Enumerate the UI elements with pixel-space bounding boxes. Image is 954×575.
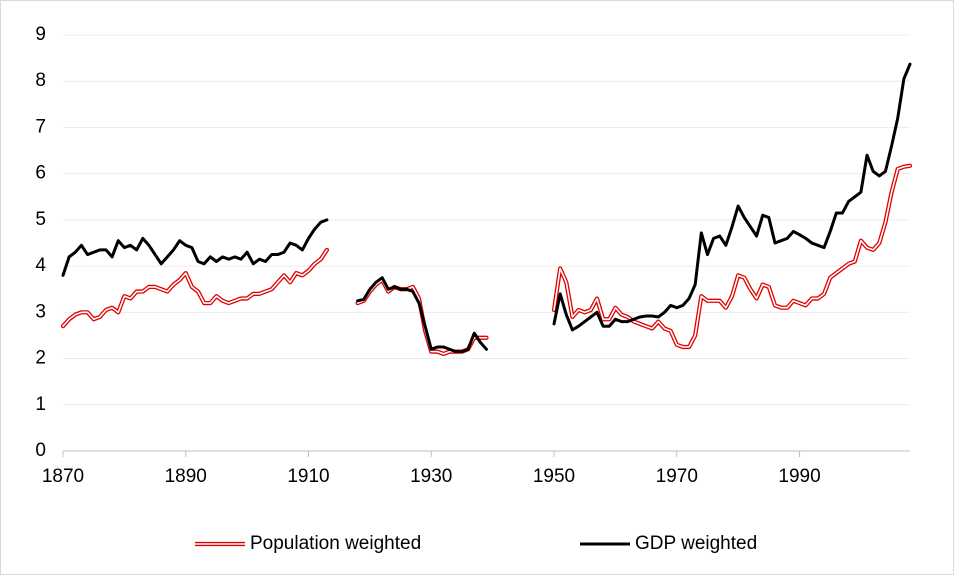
y-tick-label: 2 xyxy=(35,348,46,369)
x-tick-label: 1970 xyxy=(656,466,698,487)
y-tick-label: 7 xyxy=(35,116,46,137)
x-tick-label: 1890 xyxy=(165,466,207,487)
x-tick-label: 1930 xyxy=(410,466,452,487)
y-tick-label: 0 xyxy=(35,440,46,461)
legend-label: Population weighted xyxy=(250,533,421,554)
y-tick-label: 5 xyxy=(35,209,46,230)
x-tick-label: 1950 xyxy=(533,466,575,487)
x-tick-label: 1870 xyxy=(42,466,84,487)
y-tick-label: 9 xyxy=(35,24,46,45)
y-tick-label: 3 xyxy=(35,301,46,322)
series-line xyxy=(61,62,912,354)
x-tick-label: 1990 xyxy=(778,466,820,487)
x-tick-label: 1910 xyxy=(287,466,329,487)
y-tick-label: 6 xyxy=(35,163,46,184)
y-tick-label: 4 xyxy=(35,255,46,276)
y-tick-label: 8 xyxy=(35,70,46,91)
legend-label: GDP weighted xyxy=(635,533,757,554)
y-tick-label: 1 xyxy=(35,394,46,415)
